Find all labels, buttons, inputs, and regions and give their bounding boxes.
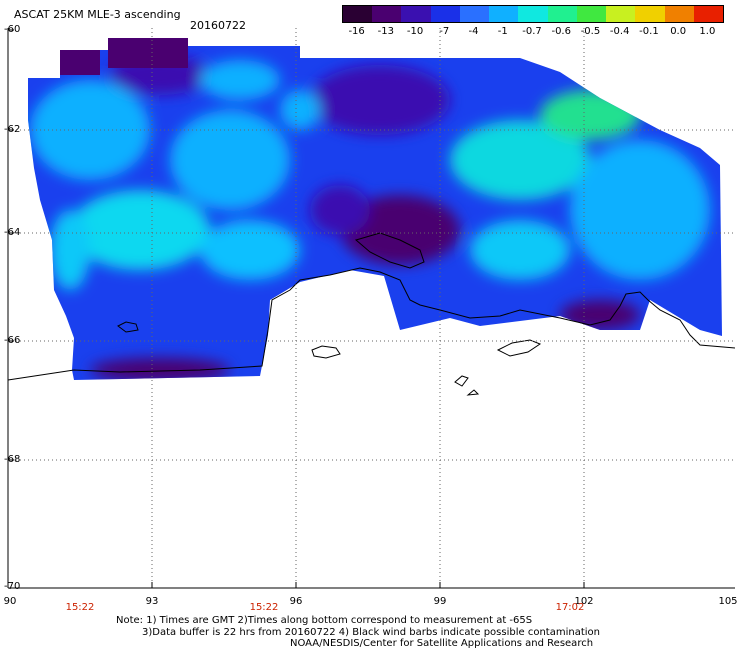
colorbar-segment <box>343 6 373 22</box>
lat-label: -60 <box>4 24 21 35</box>
colorbar-label: -1 <box>497 26 508 37</box>
lat-label: -62 <box>4 124 21 135</box>
colorbar-segment <box>430 6 460 22</box>
lat-label: -70 <box>4 581 21 592</box>
map-date: 20160722 <box>190 19 246 32</box>
colorbar-label: -13 <box>377 26 395 37</box>
axis-ticks <box>8 29 585 589</box>
map-title: ASCAT 25KM MLE-3 ascending <box>14 8 181 21</box>
colorbar-segment <box>459 6 490 22</box>
note-line-3: NOAA/NESDIS/Center for Satellite Applica… <box>290 638 594 649</box>
wind-swath <box>28 38 722 380</box>
note-line-2: 3)Data buffer is 22 hrs from 20160722 4)… <box>142 627 600 638</box>
time-label: 15:22 <box>249 602 279 613</box>
grid-lines <box>8 28 735 588</box>
lon-label: 90 <box>3 596 17 607</box>
colorbar-label: -4 <box>468 26 479 37</box>
colorbar-segment <box>635 6 665 22</box>
colorbar-segment <box>489 6 519 22</box>
colorbar-segment <box>664 6 694 22</box>
coastline <box>7 232 736 396</box>
colorbar-label: -0.1 <box>639 26 659 37</box>
lon-label: 96 <box>289 596 303 607</box>
colorbar-segment <box>693 6 724 22</box>
colorbar-label: -0.6 <box>551 26 571 37</box>
note-line-1: Note: 1) Times are GMT 2)Times along bot… <box>116 615 533 626</box>
colorbar-label: -0.4 <box>609 26 630 37</box>
lon-label: 102 <box>574 596 594 607</box>
lon-label: 105 <box>718 596 738 607</box>
lat-label: -66 <box>4 335 21 346</box>
colorbar-segment <box>606 6 636 22</box>
colorbar-segment <box>372 6 402 22</box>
colorbar-segment <box>518 6 548 22</box>
colorbar-label: -16 <box>348 26 365 37</box>
lat-label: -68 <box>4 454 21 465</box>
colorbar-label: -10 <box>406 26 424 37</box>
colorbar-label: 1.0 <box>699 26 716 37</box>
colorbar-label: -0.5 <box>580 26 601 37</box>
colorbar-label: 0.0 <box>670 26 687 37</box>
lon-label: 93 <box>145 596 159 607</box>
lat-label: -64 <box>4 227 21 238</box>
colorbar-segment <box>576 6 607 22</box>
colorbar <box>342 5 724 23</box>
time-label: 15:22 <box>65 602 95 613</box>
colorbar-segment <box>547 6 577 22</box>
colorbar-segment <box>401 6 431 22</box>
colorbar-label: -7 <box>439 26 450 37</box>
time-label: 17:02 <box>555 602 585 613</box>
lon-label: 99 <box>433 596 447 607</box>
colorbar-label: -0.7 <box>522 26 542 37</box>
